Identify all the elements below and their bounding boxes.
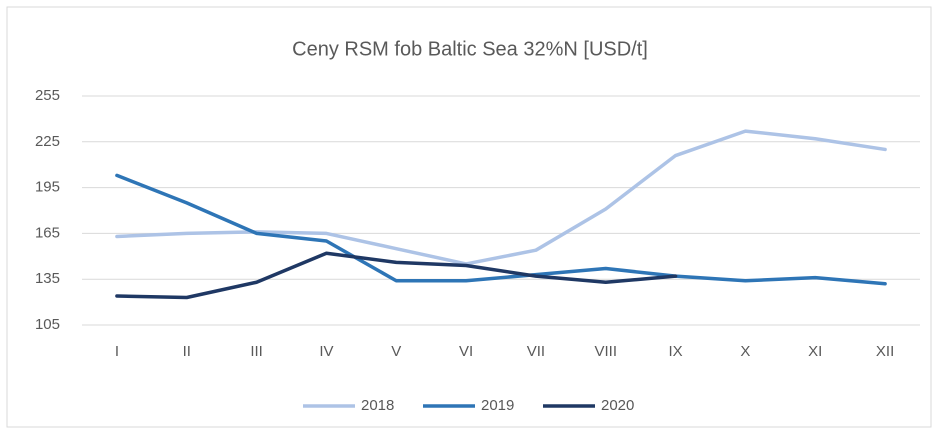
series-line	[115, 173, 887, 286]
y-tick-label: 165	[35, 224, 60, 241]
x-tick-label: VI	[459, 343, 473, 360]
legend-label: 2018	[361, 397, 394, 414]
x-tick-label: V	[391, 343, 401, 360]
x-tick-label: II	[183, 343, 191, 360]
x-tick-label: XI	[808, 343, 822, 360]
legend-label: 2019	[481, 397, 514, 414]
x-tick-label: IV	[319, 343, 333, 360]
y-tick-label: 105	[35, 316, 60, 333]
chart-frame	[6, 6, 932, 428]
y-tick-label: 195	[35, 179, 60, 196]
x-tick-label: X	[740, 343, 750, 360]
series-line	[115, 129, 887, 266]
y-tick-label: 135	[35, 270, 60, 287]
x-tick-label: IX	[668, 343, 682, 360]
y-tick-label: 255	[35, 87, 60, 104]
x-tick-label: XII	[876, 343, 894, 360]
x-tick-label: III	[250, 343, 263, 360]
legend-label: 2020	[601, 397, 634, 414]
x-tick-label: VIII	[594, 343, 617, 360]
chart-title: Ceny RSM fob Baltic Sea 32%N [USD/t]	[292, 38, 648, 60]
series-line	[115, 251, 678, 300]
x-tick-label: I	[115, 343, 119, 360]
x-tick-label: VII	[527, 343, 545, 360]
y-tick-label: 225	[35, 133, 60, 150]
